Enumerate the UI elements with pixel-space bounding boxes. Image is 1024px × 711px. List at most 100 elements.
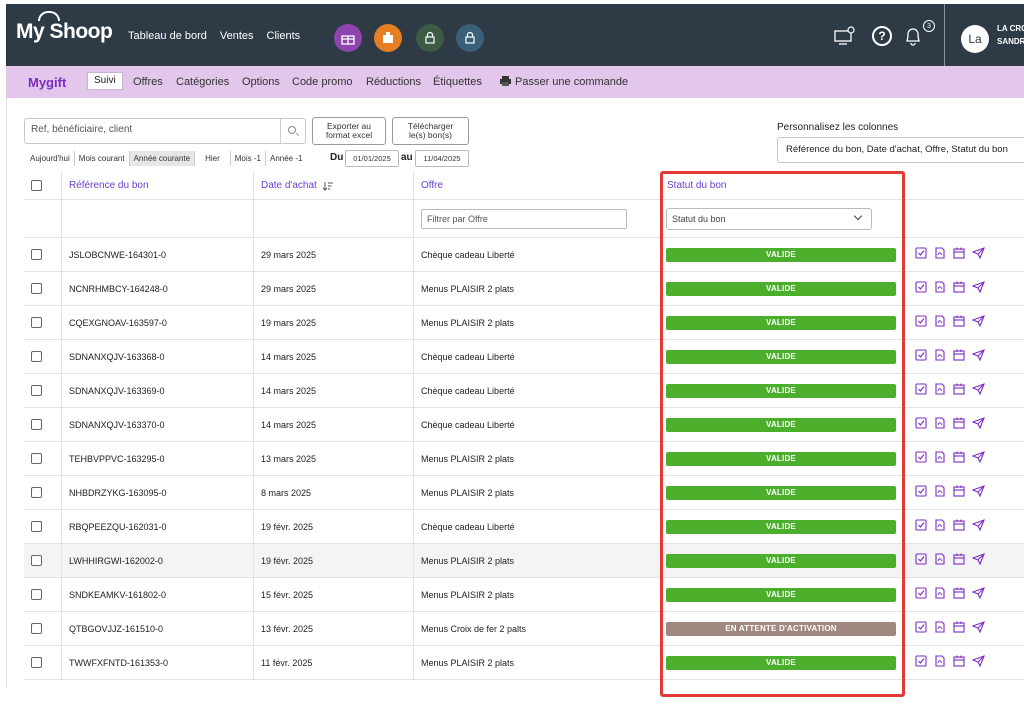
- sort-desc-icon[interactable]: [322, 181, 333, 191]
- calendar-icon[interactable]: [953, 485, 965, 500]
- period-hier[interactable]: Hier: [195, 151, 231, 166]
- pdf-icon[interactable]: [934, 519, 946, 534]
- pdf-icon[interactable]: [934, 621, 946, 636]
- check-square-icon[interactable]: [915, 655, 927, 670]
- calendar-icon[interactable]: [953, 553, 965, 568]
- status-filter-select[interactable]: Statut du bon: [666, 207, 872, 230]
- check-square-icon[interactable]: [915, 519, 927, 534]
- check-square-icon[interactable]: [915, 315, 927, 330]
- cell-reference[interactable]: LWHHIRGWI-162002-0: [69, 555, 163, 566]
- cell-reference[interactable]: JSLOBCNWE-164301-0: [69, 249, 167, 260]
- table-row[interactable]: TEHBVPPVC-163295-0 13 mars 2025 Menus PLAI…: [24, 442, 1024, 476]
- cell-reference[interactable]: TWWFXFNTD-161353-0: [69, 657, 169, 668]
- nav-clients[interactable]: Clients: [266, 30, 301, 42]
- period-mois-courant[interactable]: Mois courant: [75, 151, 130, 166]
- row-checkbox[interactable]: [31, 657, 42, 668]
- pdf-icon[interactable]: [934, 587, 946, 602]
- search-input[interactable]: [31, 124, 271, 135]
- tab-options[interactable]: Options: [242, 76, 280, 88]
- order-button[interactable]: Passer une commande: [500, 76, 628, 88]
- row-checkbox[interactable]: [31, 589, 42, 600]
- pdf-icon[interactable]: [934, 655, 946, 670]
- cell-reference[interactable]: NHBDRZYKG-163095-0: [69, 487, 167, 498]
- check-square-icon[interactable]: [915, 281, 927, 296]
- lock-app-icon-green[interactable]: [416, 24, 444, 52]
- pdf-icon[interactable]: [934, 315, 946, 330]
- period-annee-moins-1[interactable]: Année -1: [269, 154, 303, 163]
- check-square-icon[interactable]: [915, 553, 927, 568]
- table-row[interactable]: SDNANXQJV-163370-0 14 mars 2025 Chèque cad…: [24, 408, 1024, 442]
- export-excel-button[interactable]: Exporter au format excel: [312, 117, 386, 145]
- row-checkbox[interactable]: [31, 249, 42, 260]
- table-row[interactable]: TWWFXFNTD-161353-0 11 févr. 2025 Menus PLA…: [24, 646, 1024, 680]
- check-square-icon[interactable]: [915, 451, 927, 466]
- calendar-icon[interactable]: [953, 247, 965, 262]
- pdf-icon[interactable]: [934, 281, 946, 296]
- offer-filter-input[interactable]: Filtrer par Offre: [421, 208, 627, 229]
- check-square-icon[interactable]: [915, 485, 927, 500]
- period-aujourdhui[interactable]: Aujourd'hui: [26, 151, 75, 166]
- date-from-input[interactable]: 01/01/2025: [345, 150, 399, 167]
- send-icon[interactable]: [971, 281, 985, 296]
- cell-reference[interactable]: SDNANXQJV-163369-0: [69, 385, 165, 396]
- tab-etiquettes[interactable]: Étiquettes: [433, 76, 482, 88]
- row-checkbox[interactable]: [31, 521, 42, 532]
- cell-reference[interactable]: TEHBVPPVC-163295-0: [69, 453, 165, 464]
- check-square-icon[interactable]: [915, 587, 927, 602]
- send-icon[interactable]: [971, 621, 985, 636]
- check-square-icon[interactable]: [915, 247, 927, 262]
- tab-offres[interactable]: Offres: [133, 76, 163, 88]
- calendar-icon[interactable]: [953, 587, 965, 602]
- send-icon[interactable]: [971, 315, 985, 330]
- pdf-icon[interactable]: [934, 349, 946, 364]
- row-checkbox[interactable]: [31, 555, 42, 566]
- header-offer[interactable]: Offre: [421, 180, 444, 191]
- calendar-icon[interactable]: [953, 281, 965, 296]
- module-title[interactable]: Mygift: [28, 75, 67, 90]
- table-row[interactable]: CQEXGNOAV-163597-0 19 mars 2025 Menus PLAI…: [24, 306, 1024, 340]
- gift-app-icon[interactable]: [334, 24, 362, 52]
- send-icon[interactable]: [971, 451, 985, 466]
- table-row[interactable]: JSLOBCNWE-164301-0 29 mars 2025 Chèque cad…: [24, 238, 1024, 272]
- pdf-icon[interactable]: [934, 383, 946, 398]
- table-row[interactable]: SDNANXQJV-163369-0 14 mars 2025 Chèque cad…: [24, 374, 1024, 408]
- send-icon[interactable]: [971, 383, 985, 398]
- row-checkbox[interactable]: [31, 487, 42, 498]
- header-date[interactable]: Date d'achat: [261, 172, 333, 199]
- send-icon[interactable]: [971, 519, 985, 534]
- period-mois-moins-1[interactable]: Mois -1: [231, 151, 266, 166]
- send-icon[interactable]: [971, 417, 985, 432]
- calendar-icon[interactable]: [953, 451, 965, 466]
- bell-icon[interactable]: [903, 26, 923, 51]
- help-icon[interactable]: ?: [872, 26, 892, 46]
- table-row[interactable]: RBQPEEZQU-162031-0 19 févr. 2025 Chèque ca…: [24, 510, 1024, 544]
- cell-reference[interactable]: SNDKEAMKV-161802-0: [69, 589, 167, 600]
- table-row[interactable]: SDNANXQJV-163368-0 14 mars 2025 Chèque cad…: [24, 340, 1024, 374]
- pdf-icon[interactable]: [934, 485, 946, 500]
- pdf-icon[interactable]: [934, 451, 946, 466]
- cell-reference[interactable]: RBQPEEZQU-162031-0: [69, 521, 167, 532]
- send-icon[interactable]: [971, 587, 985, 602]
- table-row[interactable]: SNDKEAMKV-161802-0 15 févr. 2025 Menus PLA…: [24, 578, 1024, 612]
- row-checkbox[interactable]: [31, 453, 42, 464]
- avatar[interactable]: La: [961, 25, 989, 53]
- lock-app-icon-blue[interactable]: [456, 24, 484, 52]
- calendar-icon[interactable]: [953, 417, 965, 432]
- pdf-icon[interactable]: [934, 553, 946, 568]
- tab-suivi[interactable]: Suivi: [87, 72, 123, 90]
- row-checkbox[interactable]: [31, 623, 42, 634]
- row-checkbox[interactable]: [31, 283, 42, 294]
- cell-reference[interactable]: SDNANXQJV-163370-0: [69, 419, 165, 430]
- pdf-icon[interactable]: [934, 247, 946, 262]
- header-status[interactable]: Statut du bon: [667, 180, 727, 191]
- customize-columns-select[interactable]: Référence du bon, Date d'achat, Offre, S…: [777, 137, 1024, 163]
- cell-reference[interactable]: CQEXGNOAV-163597-0: [69, 317, 167, 328]
- table-row[interactable]: QTBGOVJJZ-161510-0 13 févr. 2025 Menus Cro…: [24, 612, 1024, 646]
- calendar-icon[interactable]: [953, 315, 965, 330]
- calendar-icon[interactable]: [953, 519, 965, 534]
- download-vouchers-button[interactable]: Télécharger le(s) bon(s): [392, 117, 469, 145]
- monitor-settings-icon[interactable]: [834, 26, 856, 51]
- tab-reductions[interactable]: Réductions: [366, 76, 422, 88]
- send-icon[interactable]: [971, 553, 985, 568]
- check-square-icon[interactable]: [915, 417, 927, 432]
